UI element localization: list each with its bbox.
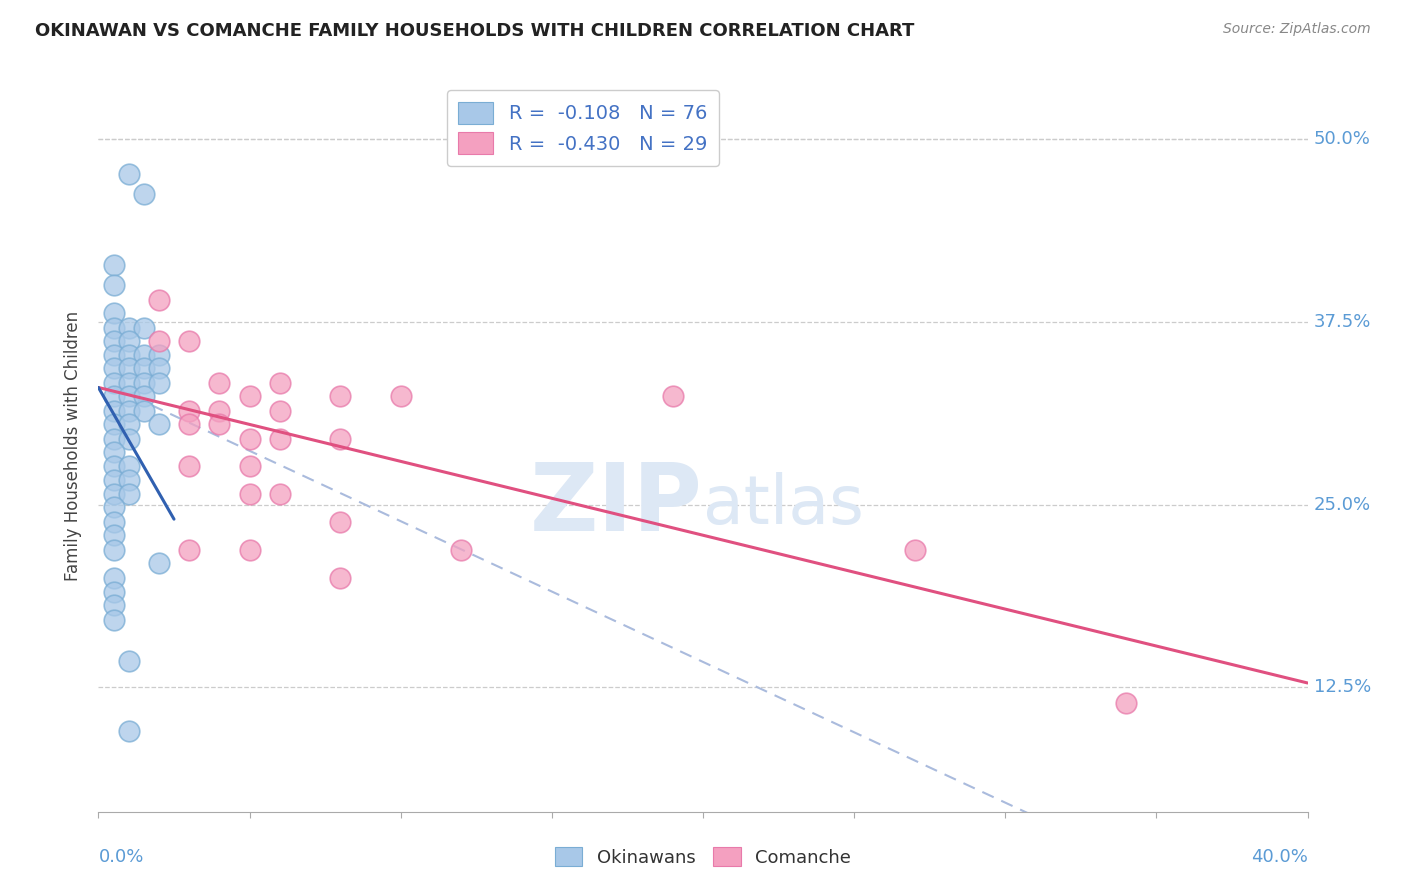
Point — [177, 542, 201, 557]
Point — [103, 585, 125, 599]
Point — [177, 334, 201, 348]
Point — [329, 389, 352, 403]
Point — [208, 417, 231, 431]
Point — [148, 293, 170, 307]
Point — [132, 404, 155, 418]
Legend: Okinawans, Comanche: Okinawans, Comanche — [548, 840, 858, 874]
Point — [103, 361, 125, 376]
Point — [239, 459, 262, 474]
Point — [208, 376, 231, 390]
Point — [177, 404, 201, 418]
Point — [450, 542, 472, 557]
Point — [118, 376, 141, 390]
Point — [103, 515, 125, 529]
Point — [103, 500, 125, 515]
Point — [132, 320, 155, 334]
Point — [103, 613, 125, 627]
Point — [103, 487, 125, 501]
Point — [118, 487, 141, 501]
Point — [103, 376, 125, 390]
Point — [118, 361, 141, 376]
Point — [118, 473, 141, 487]
Text: OKINAWAN VS COMANCHE FAMILY HOUSEHOLDS WITH CHILDREN CORRELATION CHART: OKINAWAN VS COMANCHE FAMILY HOUSEHOLDS W… — [35, 22, 914, 40]
Point — [103, 528, 125, 542]
Point — [118, 417, 141, 431]
Point — [269, 432, 291, 446]
Point — [103, 571, 125, 585]
Text: atlas: atlas — [703, 472, 863, 538]
Y-axis label: Family Households with Children: Family Households with Children — [65, 311, 83, 581]
Point — [904, 542, 927, 557]
Point — [269, 487, 291, 501]
Point — [148, 417, 170, 431]
Point — [103, 258, 125, 272]
Point — [329, 432, 352, 446]
Point — [239, 389, 262, 403]
Point — [103, 389, 125, 403]
Point — [118, 459, 141, 474]
Point — [103, 278, 125, 293]
Point — [132, 361, 155, 376]
Point — [118, 724, 141, 739]
Point — [269, 376, 291, 390]
Point — [103, 320, 125, 334]
Point — [103, 459, 125, 474]
Point — [103, 445, 125, 459]
Point — [103, 473, 125, 487]
Point — [118, 432, 141, 446]
Point — [118, 654, 141, 668]
Point — [148, 334, 170, 348]
Point — [389, 389, 412, 403]
Point — [103, 432, 125, 446]
Point — [103, 306, 125, 320]
Text: 37.5%: 37.5% — [1313, 313, 1371, 331]
Point — [103, 334, 125, 348]
Point — [177, 459, 201, 474]
Point — [208, 404, 231, 418]
Point — [329, 571, 352, 585]
Text: 0.0%: 0.0% — [98, 848, 143, 866]
Point — [239, 432, 262, 446]
Point — [132, 389, 155, 403]
Text: Source: ZipAtlas.com: Source: ZipAtlas.com — [1223, 22, 1371, 37]
Point — [661, 389, 683, 403]
Point — [103, 404, 125, 418]
Text: 12.5%: 12.5% — [1313, 679, 1371, 697]
Point — [132, 376, 155, 390]
Text: ZIP: ZIP — [530, 458, 703, 550]
Point — [118, 320, 141, 334]
Point — [118, 334, 141, 348]
Point — [103, 599, 125, 613]
Point — [132, 187, 155, 202]
Point — [118, 389, 141, 403]
Point — [239, 542, 262, 557]
Point — [132, 348, 155, 362]
Point — [103, 348, 125, 362]
Point — [118, 167, 141, 181]
Point — [148, 361, 170, 376]
Text: 40.0%: 40.0% — [1251, 848, 1308, 866]
Point — [329, 515, 352, 529]
Point — [103, 542, 125, 557]
Point — [118, 404, 141, 418]
Text: 50.0%: 50.0% — [1313, 130, 1371, 148]
Point — [103, 417, 125, 431]
Point — [177, 417, 201, 431]
Point — [148, 348, 170, 362]
Point — [148, 556, 170, 570]
Point — [269, 404, 291, 418]
Point — [239, 487, 262, 501]
Point — [148, 376, 170, 390]
Text: 25.0%: 25.0% — [1313, 496, 1371, 514]
Point — [1115, 697, 1137, 711]
Point — [118, 348, 141, 362]
Legend: R =  -0.108   N = 76, R =  -0.430   N = 29: R = -0.108 N = 76, R = -0.430 N = 29 — [447, 90, 718, 166]
